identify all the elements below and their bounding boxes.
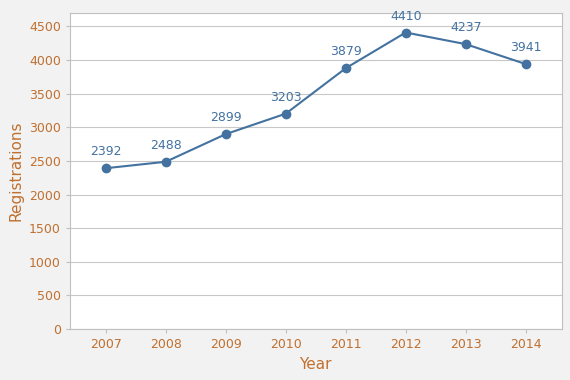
- Text: 4410: 4410: [390, 10, 422, 23]
- Text: 4237: 4237: [450, 21, 482, 35]
- Text: 2899: 2899: [210, 111, 242, 124]
- Text: 2392: 2392: [90, 146, 121, 158]
- Text: 3203: 3203: [270, 91, 302, 104]
- Y-axis label: Registrations: Registrations: [9, 121, 23, 221]
- X-axis label: Year: Year: [299, 357, 332, 372]
- Text: 3941: 3941: [510, 41, 542, 54]
- Text: 3879: 3879: [330, 46, 361, 59]
- Text: 2488: 2488: [150, 139, 182, 152]
